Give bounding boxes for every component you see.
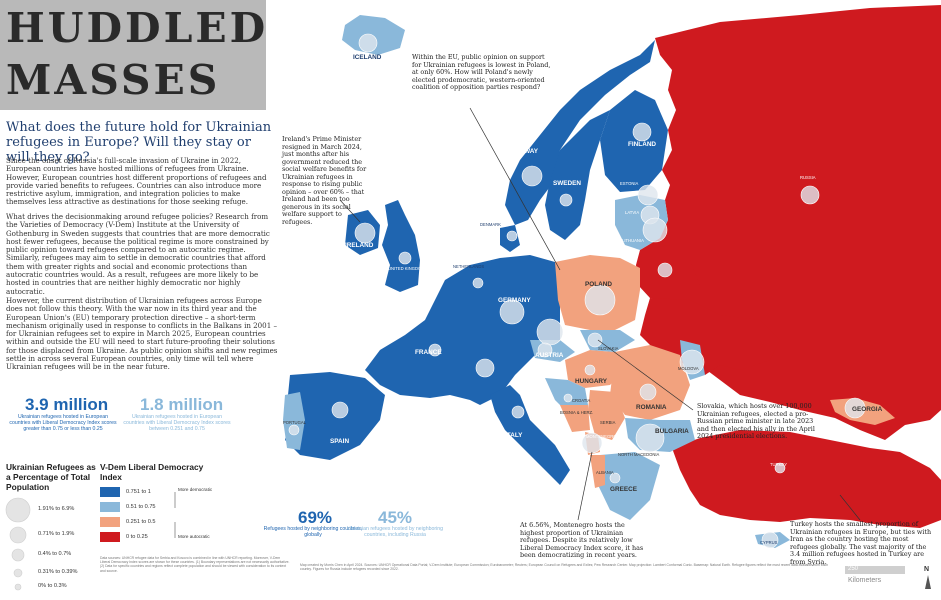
label-estonia: ESTONIA [620,181,639,186]
western-europe-region [365,255,560,405]
label-sweden: SWEDEN [553,180,582,187]
label-netherlands: NETHERLANDS [453,264,485,269]
label-iceland: ICELAND [353,54,382,61]
poland-region [555,255,640,330]
stat-value-1: 3.9 million [25,395,109,414]
size-label-5: 0% to 0.3% [38,583,67,589]
size-legend-title: Ukrainian Refugees as a Percentage of To… [6,462,96,492]
label-france: FRANCE [415,349,442,356]
uk-region [382,200,420,292]
label-serbia: SERBIA [600,420,616,425]
label-denmark: DENMARK [480,222,501,227]
label-poland: POLAND [585,281,612,288]
swatch-1 [100,487,120,497]
label-romania: ROMANIA [636,404,667,411]
label-germany: GERMANY [498,297,531,304]
greece-region [598,452,660,520]
label-spain: SPAIN [330,438,350,445]
label-north-macedonia: NORTH MACEDONIA [618,452,660,457]
turkey-region [672,430,941,528]
swatch-4 [100,532,120,542]
portugal-region [283,392,305,450]
size-label-3: 0.4% to 0.7% [38,551,72,557]
paragraph-1: Since the onset of Russia's full-scale i… [6,156,267,207]
bosnia-region [560,405,590,432]
swatch-label-3: 0.251 to 0.5 [126,519,156,525]
label-slovakia: SLOVAKIA [598,346,619,351]
label-ireland: IRELAND [345,242,374,249]
size-label-1: 1.91% to 6.9% [38,506,75,512]
stat-value-2: 1.8 million [140,395,224,414]
annotation-turkey: Turkey hosts the smallest proportion of … [790,520,932,566]
label-latvia: LATVIA [625,210,640,215]
label-croatia: CROATIA [572,398,591,403]
scale-unit: Kilometers [848,577,882,584]
title-line-1: HUDDLED [6,4,269,52]
label-russia: RUSSIA [800,175,816,180]
annotation-montenegro: At 6.56%, Montenegro hosts the highest p… [520,521,644,559]
label-italy: ITALY [505,432,523,439]
albania-region [590,455,605,488]
label-bulgaria: BULGARIA [655,428,689,435]
annotation-ireland: Ireland's Prime Minister resigned in Mar… [282,135,367,226]
swatch-3 [100,517,120,527]
label-austria: AUSTRIA [535,352,564,359]
footnote-right: Map created by Morris Chen in April 2024… [300,563,829,572]
label-portugal: PORTUGAL [283,420,306,425]
swatch-2 [100,502,120,512]
denmark-region [500,225,520,252]
legend-more-democratic: More democratic [178,487,213,492]
north-arrow-icon [925,575,931,589]
label-greece: GREECE [610,486,637,493]
subtitle: What does the future hold for Ukrainian … [6,120,272,165]
swatch-label-1: 0.751 to 1 [126,489,151,495]
size-label-4: 0.31% to 0.39% [38,569,78,575]
italy-region [490,385,570,485]
label-turkey: TURKEY [770,462,787,467]
stat-text-1: Ukrainian refugees hosted in European co… [9,414,117,433]
label-bosnia: BOSNIA & HERZ. [560,410,594,415]
stat-text-4: Ukrainian refugees hosted by neighboring… [346,526,444,539]
label-uk: UNITED KINGDOM [388,266,425,271]
north-arrow-label: N [924,566,930,573]
annotation-slovakia: Slovakia, which hosts over 100,000 Ukrai… [697,402,815,440]
label-georgia: GEORGIA [852,406,883,413]
label-hungary: HUNGARY [575,378,608,385]
stat-value-4: 45% [378,508,413,527]
scale-bar [845,566,905,574]
paragraph-2: What drives the decisionmaking around re… [6,212,270,296]
legend-more-autocratic: More autocratic [178,534,210,539]
stat-value-3: 69% [298,508,333,527]
label-cyprus: CYPRUS [760,540,778,545]
iceland-region [342,15,405,55]
stat-text-3: Refugees hosted by neighboring countries… [263,526,363,539]
label-lithuania: LITHUANIA [622,238,644,243]
label-albania: ALBANIA [596,470,614,475]
paragraph-3: However, the current distribution of Ukr… [6,296,278,372]
scale-value: 250 [848,566,859,572]
annotation-poland: Within the EU, public opinion on support… [412,53,551,91]
size-label-2: 0.71% to 1.9% [38,531,75,537]
title-line-2: MASSES [6,56,221,104]
title-block: HUDDLED MASSES [0,0,266,110]
footnote-left: Data sources: UNHCR refugee data for Ser… [100,556,290,573]
stat-text-2: Ukrainian refugees hosted in European co… [123,414,231,433]
swatch-label-2: 0.51 to 0.75 [126,504,156,510]
sweden-region [545,110,610,240]
color-legend-title: V-Dem Liberal Democracy Index [100,462,204,482]
label-finland: FINLAND [628,141,657,148]
swatch-label-4: 0 to 0.25 [126,534,148,540]
label-moldova: MOLDOVA [678,366,699,371]
label-montenegro: MONTENEGRO [586,434,617,439]
label-norway: NORWAY [510,148,539,155]
